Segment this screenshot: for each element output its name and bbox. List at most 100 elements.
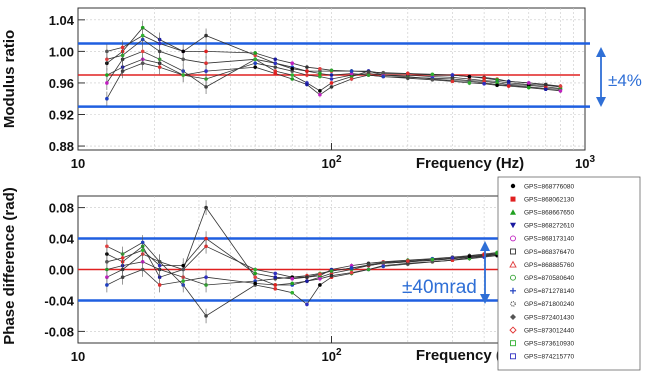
- y-tick-label: -0.04: [44, 293, 74, 308]
- data-point: [273, 283, 278, 287]
- data-point: [506, 79, 511, 84]
- y-tick-label: 0.04: [49, 232, 75, 247]
- data-point: [273, 61, 278, 66]
- data-point: [204, 244, 208, 249]
- y-tick-label: 0.00: [49, 263, 74, 278]
- data-point: [105, 81, 109, 85]
- data-point: [305, 302, 309, 307]
- data-point: [120, 275, 125, 280]
- data-point: [482, 81, 486, 86]
- y-tick-label: 0.96: [49, 76, 74, 91]
- data-point: [450, 73, 455, 77]
- legend-entry: GPS=868776080: [510, 183, 574, 190]
- data-point: [140, 49, 145, 54]
- data-point: [366, 73, 371, 77]
- x-tick-label: 102: [321, 347, 341, 364]
- data-point: [204, 236, 208, 241]
- legend-entry: GPS=873012440: [509, 326, 574, 334]
- legend-label: GPS=868776080: [524, 183, 574, 190]
- data-point: [105, 96, 109, 101]
- legend-entry: GPS=868062130: [510, 196, 574, 203]
- data-point: [204, 275, 208, 280]
- data-point: [305, 69, 309, 73]
- data-point: [120, 45, 125, 50]
- data-point: [305, 73, 309, 77]
- modulus-annotation: ±4%: [608, 71, 642, 90]
- data-point: [253, 281, 257, 286]
- data-point: [204, 49, 208, 54]
- data-point: [467, 81, 472, 85]
- data-point: [253, 275, 257, 280]
- data-point: [305, 65, 309, 69]
- data-point: [349, 77, 354, 81]
- data-point: [318, 66, 322, 71]
- data-point: [406, 259, 410, 263]
- data-point: [381, 260, 386, 265]
- legend-entry: GPS=868667650: [510, 209, 574, 217]
- data-point: [105, 73, 109, 77]
- x-tick-label: 102: [321, 154, 341, 171]
- legend: GPS=868776080 GPS=868062130 GPS=868667650 G…: [497, 176, 641, 371]
- data-point: [140, 33, 145, 38]
- data-point: [430, 72, 435, 77]
- y-tick-label: -0.08: [44, 324, 74, 339]
- legend-marker: [510, 196, 516, 202]
- data-point: [181, 279, 185, 283]
- legend-label: GPS=873610930: [524, 341, 574, 348]
- data-point: [105, 57, 109, 62]
- y-tick-label: 0.08: [49, 201, 74, 216]
- data-point: [157, 283, 162, 287]
- modulus-y-ticks: 0.88 0.92 0.96 1.00 1.04: [49, 13, 85, 154]
- data-point: [204, 283, 208, 287]
- y-tick-label: 1.04: [49, 13, 75, 28]
- legend-entry: GPS=871278140: [510, 287, 574, 295]
- y-tick-label: 0.92: [49, 108, 74, 123]
- phase-series: [105, 200, 563, 324]
- data-point: [273, 275, 278, 280]
- data-point: [305, 275, 309, 280]
- data-point: [349, 270, 354, 275]
- data-point: [305, 82, 309, 87]
- legend-entry: GPS=868376470: [510, 248, 574, 256]
- legend-label: GPS=868376470: [524, 249, 574, 256]
- data-point: [120, 69, 125, 73]
- data-point: [204, 85, 208, 89]
- phase-y-axis-label: Phase difference (rad): [1, 187, 18, 345]
- data-point: [140, 248, 145, 252]
- data-point: [157, 49, 162, 54]
- data-point: [120, 256, 125, 260]
- data-point: [157, 41, 162, 46]
- data-point: [305, 279, 309, 283]
- legend-marker: [510, 353, 516, 360]
- data-point: [273, 271, 278, 276]
- data-point: [495, 83, 499, 88]
- legend-label: GPS=873012440: [524, 327, 574, 334]
- legend-entries: GPS=868776080 GPS=868062130 GPS=868667650 G…: [509, 183, 574, 361]
- legend-label: GPS=871800240: [524, 301, 574, 308]
- data-point: [406, 262, 410, 266]
- data-point: [318, 74, 322, 79]
- legend-label: GPS=871278140: [524, 288, 574, 295]
- legend-marker: [510, 301, 516, 307]
- data-point: [467, 74, 472, 79]
- data-point: [329, 273, 334, 278]
- data-point: [318, 92, 322, 97]
- x-tick-label: 10: [71, 156, 85, 171]
- data-point: [157, 275, 162, 280]
- data-point: [329, 81, 334, 85]
- legend-marker: [510, 235, 516, 242]
- data-point: [204, 205, 208, 210]
- data-point: [181, 57, 185, 62]
- y-tick-label: 0.88: [49, 139, 74, 154]
- legend-marker: [509, 260, 517, 268]
- data-point: [105, 275, 109, 280]
- data-point: [157, 65, 162, 69]
- data-point: [349, 266, 354, 270]
- data-point: [543, 87, 548, 92]
- data-point: [450, 79, 455, 84]
- legend-entry: GPS=871800240: [510, 301, 574, 308]
- data-point: [318, 276, 322, 281]
- legend-marker: [510, 314, 516, 320]
- phase-range-arrow: [480, 241, 490, 304]
- data-point: [140, 25, 145, 30]
